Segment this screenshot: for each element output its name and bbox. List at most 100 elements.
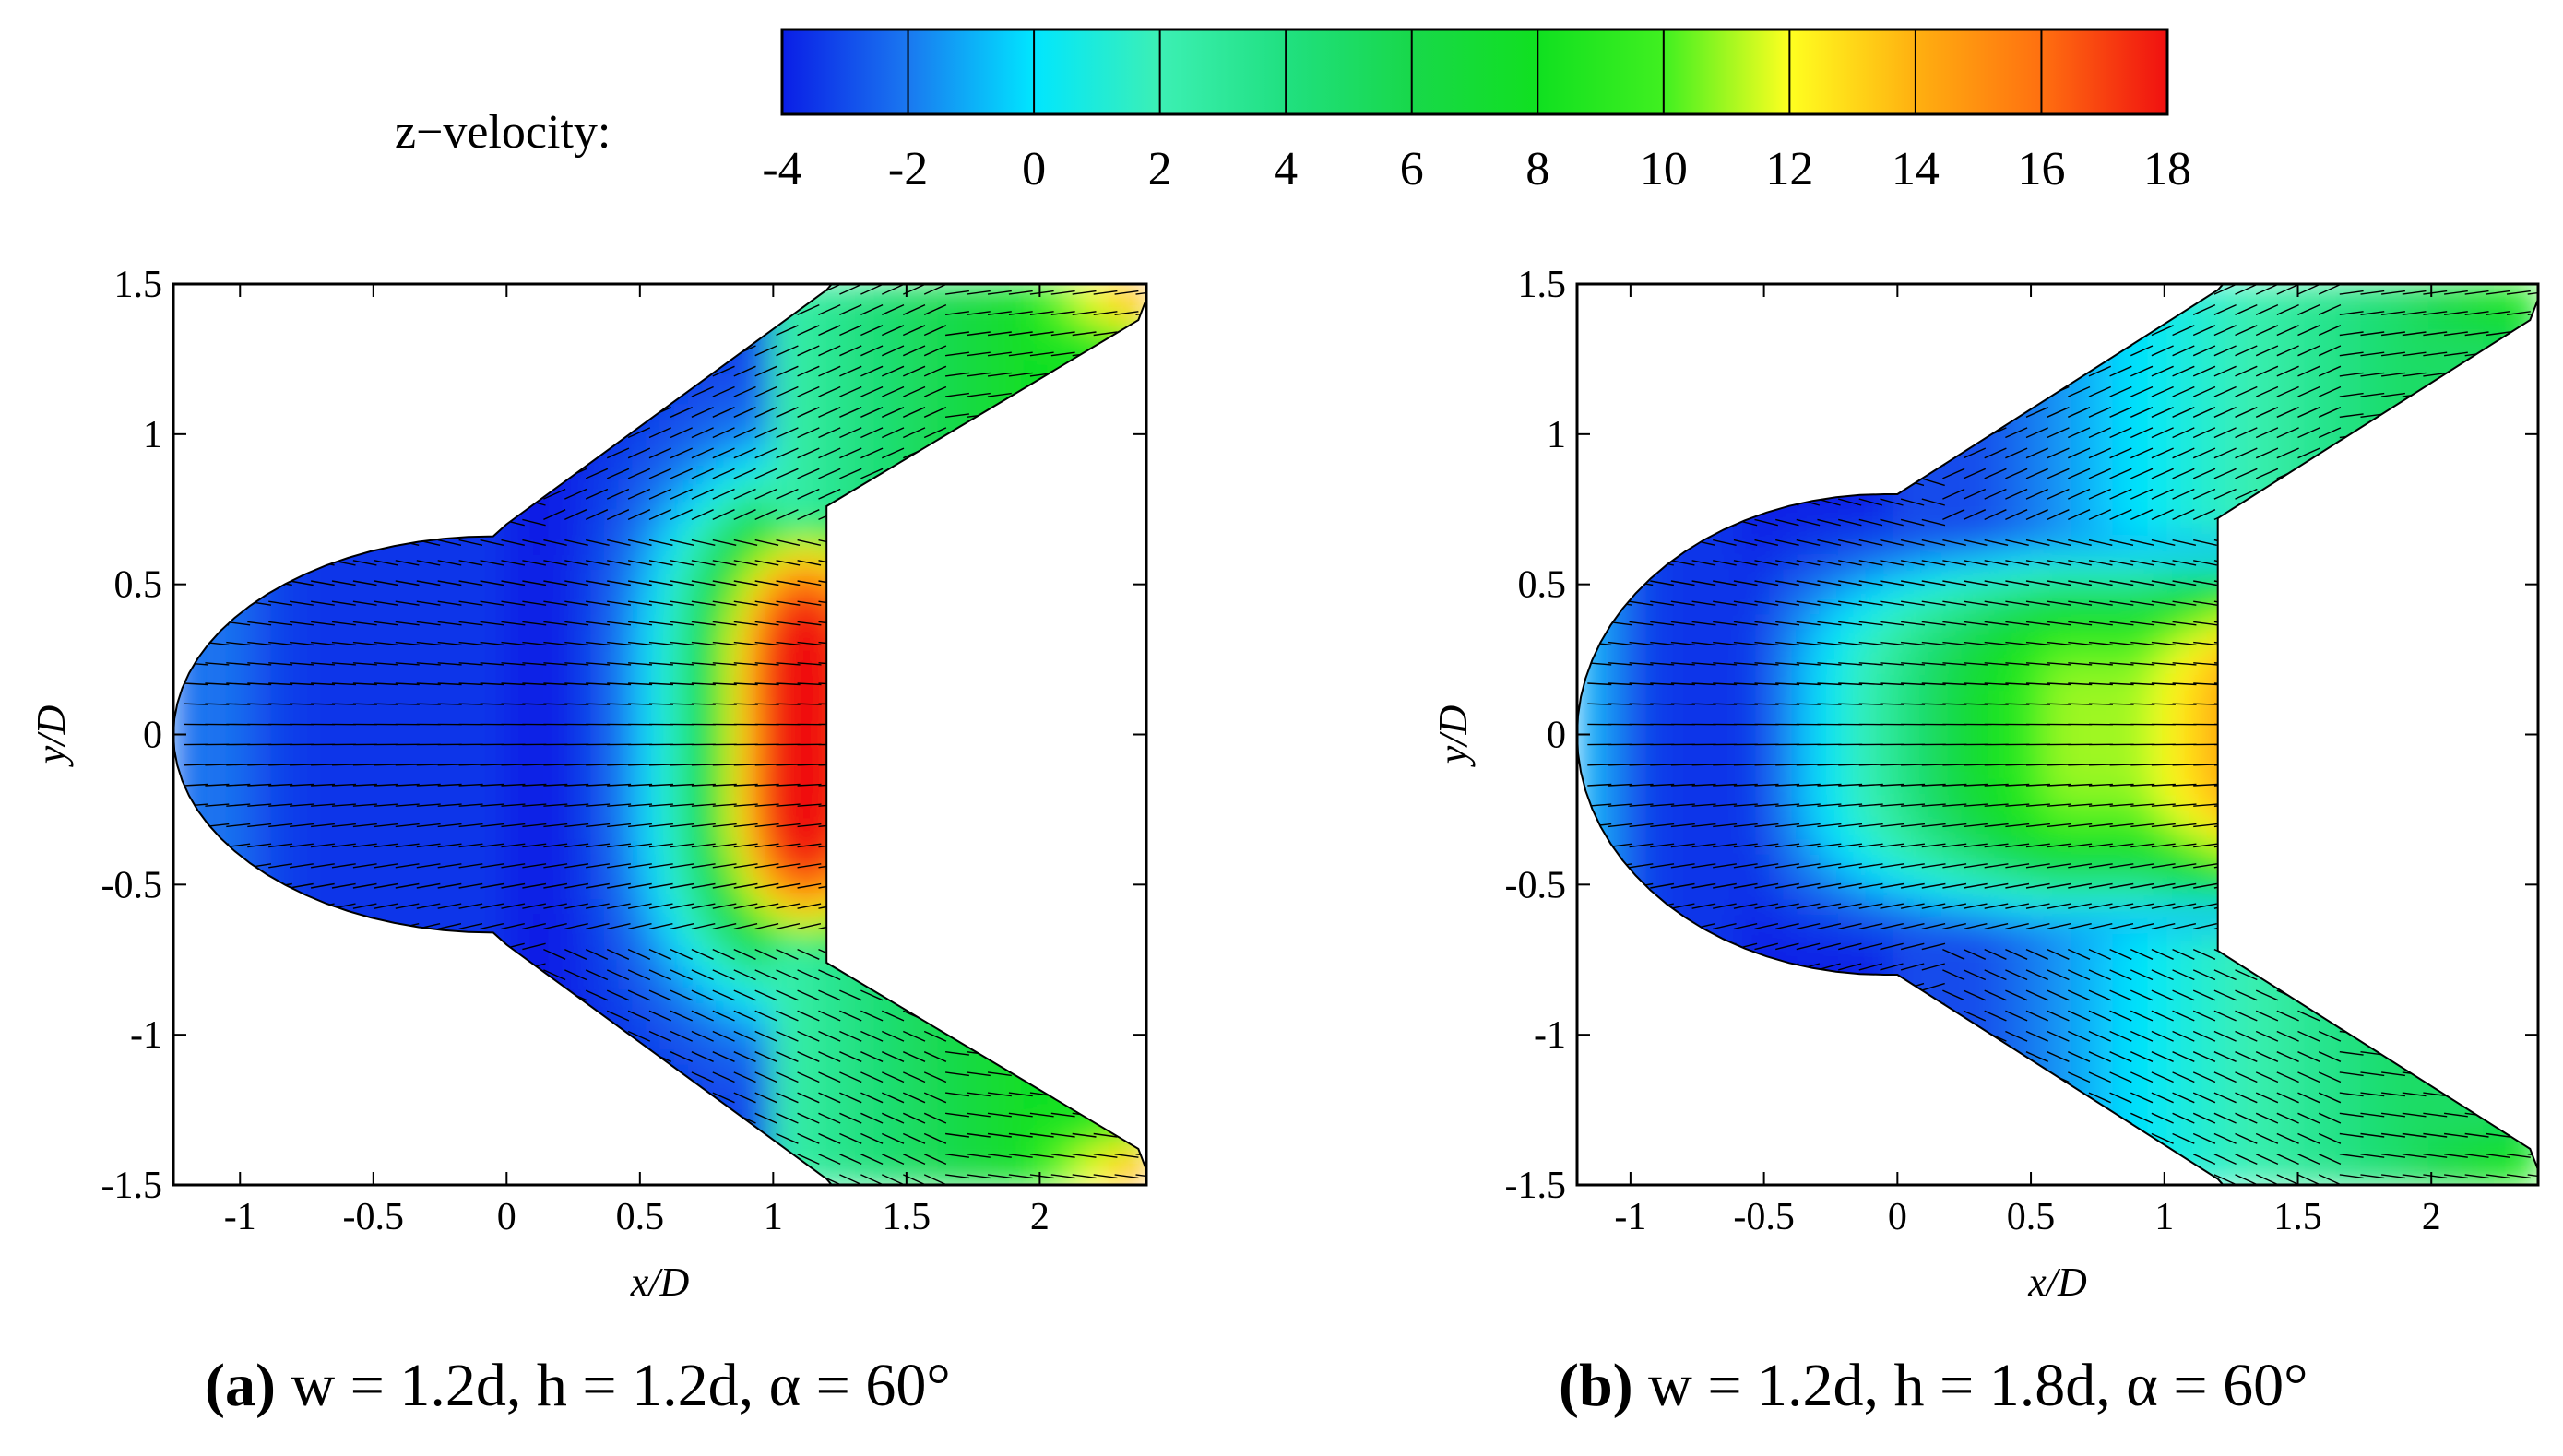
velocity-vector xyxy=(267,293,291,306)
field-cell xyxy=(339,1140,355,1156)
field-cell xyxy=(187,914,203,931)
field-cell xyxy=(548,749,564,766)
field-cell xyxy=(506,1169,522,1185)
field-cell xyxy=(1090,975,1106,991)
field-cell xyxy=(576,809,592,826)
field-cell xyxy=(1062,524,1078,540)
field-cell xyxy=(451,449,467,466)
field-cell xyxy=(979,659,995,676)
field-cell xyxy=(923,524,939,540)
field-cell xyxy=(382,944,398,961)
velocity-vector xyxy=(480,600,504,606)
field-cell xyxy=(826,899,842,916)
velocity-vector xyxy=(289,518,314,527)
field-cell xyxy=(966,299,981,315)
field-cell xyxy=(715,569,730,586)
field-cell xyxy=(215,959,231,977)
field-cell xyxy=(687,1035,703,1051)
field-cell xyxy=(966,539,981,556)
field-cell xyxy=(952,989,967,1006)
field-cell xyxy=(979,734,995,751)
velocity-vector xyxy=(374,682,398,686)
field-cell xyxy=(896,764,911,781)
field-cell xyxy=(854,884,870,901)
field-cell xyxy=(563,524,578,540)
field-cell xyxy=(659,314,675,330)
velocity-vector xyxy=(290,823,314,828)
field-cell xyxy=(270,779,286,796)
velocity-vector xyxy=(437,823,462,828)
field-cell xyxy=(1007,914,1023,931)
field-cell xyxy=(923,809,939,826)
field-cell xyxy=(673,524,689,540)
field-cell xyxy=(729,524,744,540)
field-cell xyxy=(646,824,661,841)
field-cell xyxy=(757,674,773,691)
field-cell xyxy=(423,494,439,511)
field-cell xyxy=(492,389,508,406)
field-cell xyxy=(715,524,730,540)
field-cell xyxy=(451,1035,467,1051)
field-cell xyxy=(492,629,508,645)
field-cell xyxy=(618,614,634,631)
field-cell xyxy=(423,1169,439,1185)
colorbar-tick-label: -4 xyxy=(762,143,801,195)
field-cell xyxy=(715,959,730,977)
colorbar-tick-label: 4 xyxy=(1274,143,1298,195)
velocity-vector xyxy=(331,293,354,306)
field-cell xyxy=(826,373,842,390)
field-cell xyxy=(339,614,355,631)
field-cell xyxy=(243,704,258,721)
field-cell xyxy=(1049,914,1064,931)
velocity-vector xyxy=(374,783,398,787)
field-cell xyxy=(187,870,203,886)
velocity-vector xyxy=(501,1122,524,1135)
field-cell xyxy=(465,1064,481,1081)
field-cell xyxy=(353,1124,369,1142)
field-cell xyxy=(298,644,314,661)
field-cell xyxy=(396,1064,411,1081)
field-cell xyxy=(1035,344,1050,361)
velocity-vector xyxy=(267,396,291,407)
field-cell xyxy=(701,719,717,736)
field-cell xyxy=(1007,1049,1023,1066)
field-cell xyxy=(771,509,787,526)
field-cell xyxy=(382,1140,398,1156)
field-cell xyxy=(451,779,467,796)
field-cell xyxy=(492,734,508,751)
velocity-vector xyxy=(416,457,440,467)
field-cell xyxy=(1076,1080,1092,1096)
field-cell xyxy=(687,314,703,330)
field-cell xyxy=(1035,719,1050,736)
velocity-vector xyxy=(184,923,208,930)
velocity-vector xyxy=(268,963,292,971)
velocity-vector xyxy=(437,843,462,848)
field-cell xyxy=(270,944,286,961)
field-cell xyxy=(799,314,814,330)
field-cell xyxy=(353,944,369,961)
field-cell xyxy=(604,959,620,977)
field-cell xyxy=(966,870,981,886)
field-cell xyxy=(409,314,425,330)
field-cell xyxy=(590,614,606,631)
velocity-vector xyxy=(501,334,524,347)
field-cell xyxy=(966,479,981,495)
velocity-vector xyxy=(501,803,526,807)
field-cell xyxy=(840,944,856,961)
field-cell xyxy=(437,719,453,736)
field-cell xyxy=(576,584,592,600)
field-cell xyxy=(742,389,758,406)
velocity-vector xyxy=(480,1023,504,1033)
field-cell xyxy=(368,479,384,495)
field-cell xyxy=(771,659,787,676)
field-cell xyxy=(1062,704,1078,721)
velocity-vector xyxy=(184,416,208,426)
field-cell xyxy=(659,344,675,361)
field-cell xyxy=(298,284,314,301)
field-cell xyxy=(687,389,703,406)
velocity-vector xyxy=(501,903,526,909)
field-cell xyxy=(729,1019,744,1036)
field-cell xyxy=(673,975,689,991)
field-cell xyxy=(312,1035,327,1051)
field-cell xyxy=(1076,314,1092,330)
